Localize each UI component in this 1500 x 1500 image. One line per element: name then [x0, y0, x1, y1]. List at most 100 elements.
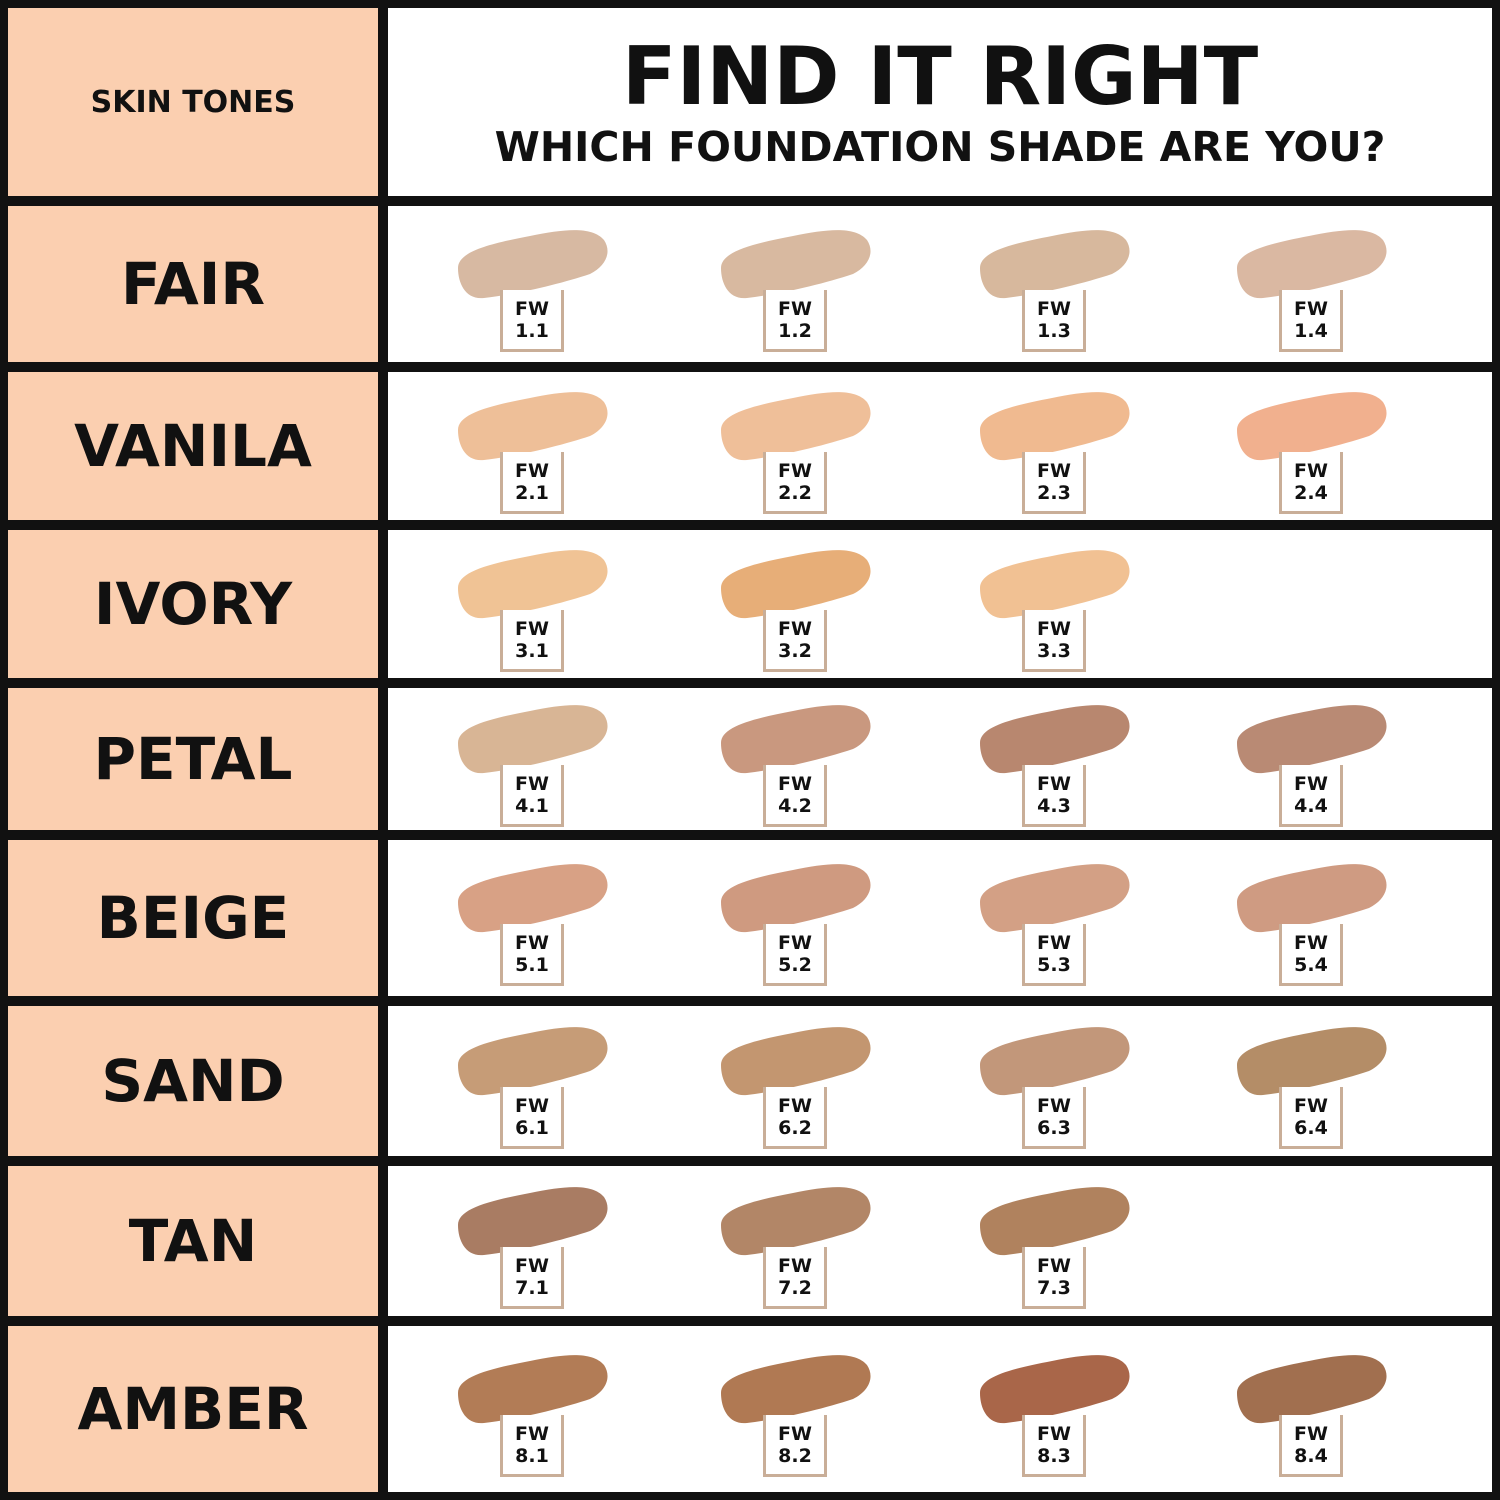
- shade-prefix: FW: [1037, 931, 1071, 954]
- swatch: FW 7.2: [711, 1181, 881, 1321]
- shade-code: 3.3: [1037, 639, 1071, 662]
- shade-label: FW 6.1: [500, 1087, 564, 1149]
- shade-prefix: FW: [515, 297, 549, 320]
- swatch: FW 8.4: [1227, 1349, 1397, 1489]
- tone-label: AMBER: [77, 1375, 309, 1443]
- shade-label: FW 2.4: [1279, 452, 1343, 514]
- shade-prefix: FW: [515, 1254, 549, 1277]
- swatch: FW 1.1: [448, 224, 618, 364]
- tone-label: IVORY: [93, 570, 293, 638]
- tone-cell: SAND: [8, 1006, 378, 1156]
- shade-code: 4.3: [1037, 794, 1071, 817]
- swatch-blob: [980, 705, 1130, 774]
- shade-label: FW 2.2: [763, 452, 827, 514]
- swatch-paint: [1237, 392, 1387, 461]
- header-label-cell: SKIN TONES: [8, 8, 378, 196]
- swatch: FW 3.1: [448, 544, 618, 684]
- swatch: FW 8.1: [448, 1349, 618, 1489]
- shade-code: 8.4: [1294, 1444, 1328, 1467]
- swatch: FW 4.3: [970, 699, 1140, 839]
- swatch-paint: [458, 392, 608, 461]
- header-label: SKIN TONES: [90, 84, 296, 120]
- shade-prefix: FW: [1037, 1094, 1071, 1117]
- shade-label: FW 1.3: [1022, 290, 1086, 352]
- swatch-paint: [1237, 230, 1387, 299]
- swatch-blob: [458, 230, 608, 299]
- swatch-paint: [721, 392, 871, 461]
- tone-cell: BEIGE: [8, 840, 378, 996]
- swatch-paint: [458, 1355, 608, 1424]
- header-title-cell: FIND IT RIGHT WHICH FOUNDATION SHADE ARE…: [388, 8, 1492, 196]
- shade-prefix: FW: [778, 1422, 812, 1445]
- swatch-blob: [458, 1355, 608, 1424]
- shade-code: 4.2: [778, 794, 812, 817]
- shade-code: 3.2: [778, 639, 812, 662]
- swatch: FW 2.4: [1227, 386, 1397, 526]
- swatch-blob: [980, 230, 1130, 299]
- shade-prefix: FW: [1294, 772, 1328, 795]
- shade-code: 5.4: [1294, 953, 1328, 976]
- shade-label: FW 1.2: [763, 290, 827, 352]
- swatch-paint: [721, 864, 871, 933]
- shade-prefix: FW: [1037, 1254, 1071, 1277]
- swatch-paint: [721, 230, 871, 299]
- shade-prefix: FW: [515, 459, 549, 482]
- shade-prefix: FW: [515, 931, 549, 954]
- shade-label: FW 6.3: [1022, 1087, 1086, 1149]
- swatch-paint: [980, 1187, 1130, 1256]
- shade-label: FW 1.1: [500, 290, 564, 352]
- swatch: FW 3.3: [970, 544, 1140, 684]
- swatch: FW 5.4: [1227, 858, 1397, 998]
- shade-label: FW 8.1: [500, 1415, 564, 1477]
- swatch-blob: [458, 1187, 608, 1256]
- swatch-blob: [721, 230, 871, 299]
- tone-cell: AMBER: [8, 1326, 378, 1492]
- tone-label: PETAL: [93, 725, 293, 793]
- tone-label: VANILA: [74, 412, 312, 480]
- swatch-paint: [980, 864, 1130, 933]
- tone-label: BEIGE: [96, 884, 290, 952]
- tone-cell: IVORY: [8, 530, 378, 678]
- swatch: FW 5.3: [970, 858, 1140, 998]
- subtitle: WHICH FOUNDATION SHADE ARE YOU?: [494, 123, 1386, 171]
- shade-label: FW 2.3: [1022, 452, 1086, 514]
- swatch-blob: [721, 1027, 871, 1096]
- shade-prefix: FW: [778, 297, 812, 320]
- shade-prefix: FW: [1037, 459, 1071, 482]
- shade-label: FW 7.2: [763, 1247, 827, 1309]
- swatch-blob: [980, 1187, 1130, 1256]
- shade-code: 7.3: [1037, 1276, 1071, 1299]
- shade-label: FW 8.2: [763, 1415, 827, 1477]
- swatch-blob: [980, 1027, 1130, 1096]
- shade-label: FW 6.4: [1279, 1087, 1343, 1149]
- shade-label: FW 8.3: [1022, 1415, 1086, 1477]
- shade-code: 7.2: [778, 1276, 812, 1299]
- swatch-paint: [458, 230, 608, 299]
- swatch-paint: [1237, 864, 1387, 933]
- swatch: FW 3.2: [711, 544, 881, 684]
- shade-label: FW 4.4: [1279, 765, 1343, 827]
- shade-label: FW 4.1: [500, 765, 564, 827]
- swatch-paint: [458, 705, 608, 774]
- shade-prefix: FW: [1037, 297, 1071, 320]
- shade-code: 6.2: [778, 1116, 812, 1139]
- swatch: FW 5.1: [448, 858, 618, 998]
- swatch-blob: [980, 550, 1130, 619]
- swatch-paint: [721, 1187, 871, 1256]
- swatch: FW 8.2: [711, 1349, 881, 1489]
- title: FIND IT RIGHT: [621, 30, 1259, 123]
- swatch-paint: [980, 1027, 1130, 1096]
- shade-code: 2.4: [1294, 481, 1328, 504]
- shade-prefix: FW: [515, 1422, 549, 1445]
- swatch: FW 1.2: [711, 224, 881, 364]
- shade-label: FW 8.4: [1279, 1415, 1343, 1477]
- shade-label: FW 5.3: [1022, 924, 1086, 986]
- shade-code: 2.3: [1037, 481, 1071, 504]
- swatch-blob: [721, 705, 871, 774]
- swatch-paint: [721, 1355, 871, 1424]
- swatch-blob: [458, 864, 608, 933]
- shade-prefix: FW: [515, 1094, 549, 1117]
- shade-code: 8.2: [778, 1444, 812, 1467]
- swatch: FW 4.2: [711, 699, 881, 839]
